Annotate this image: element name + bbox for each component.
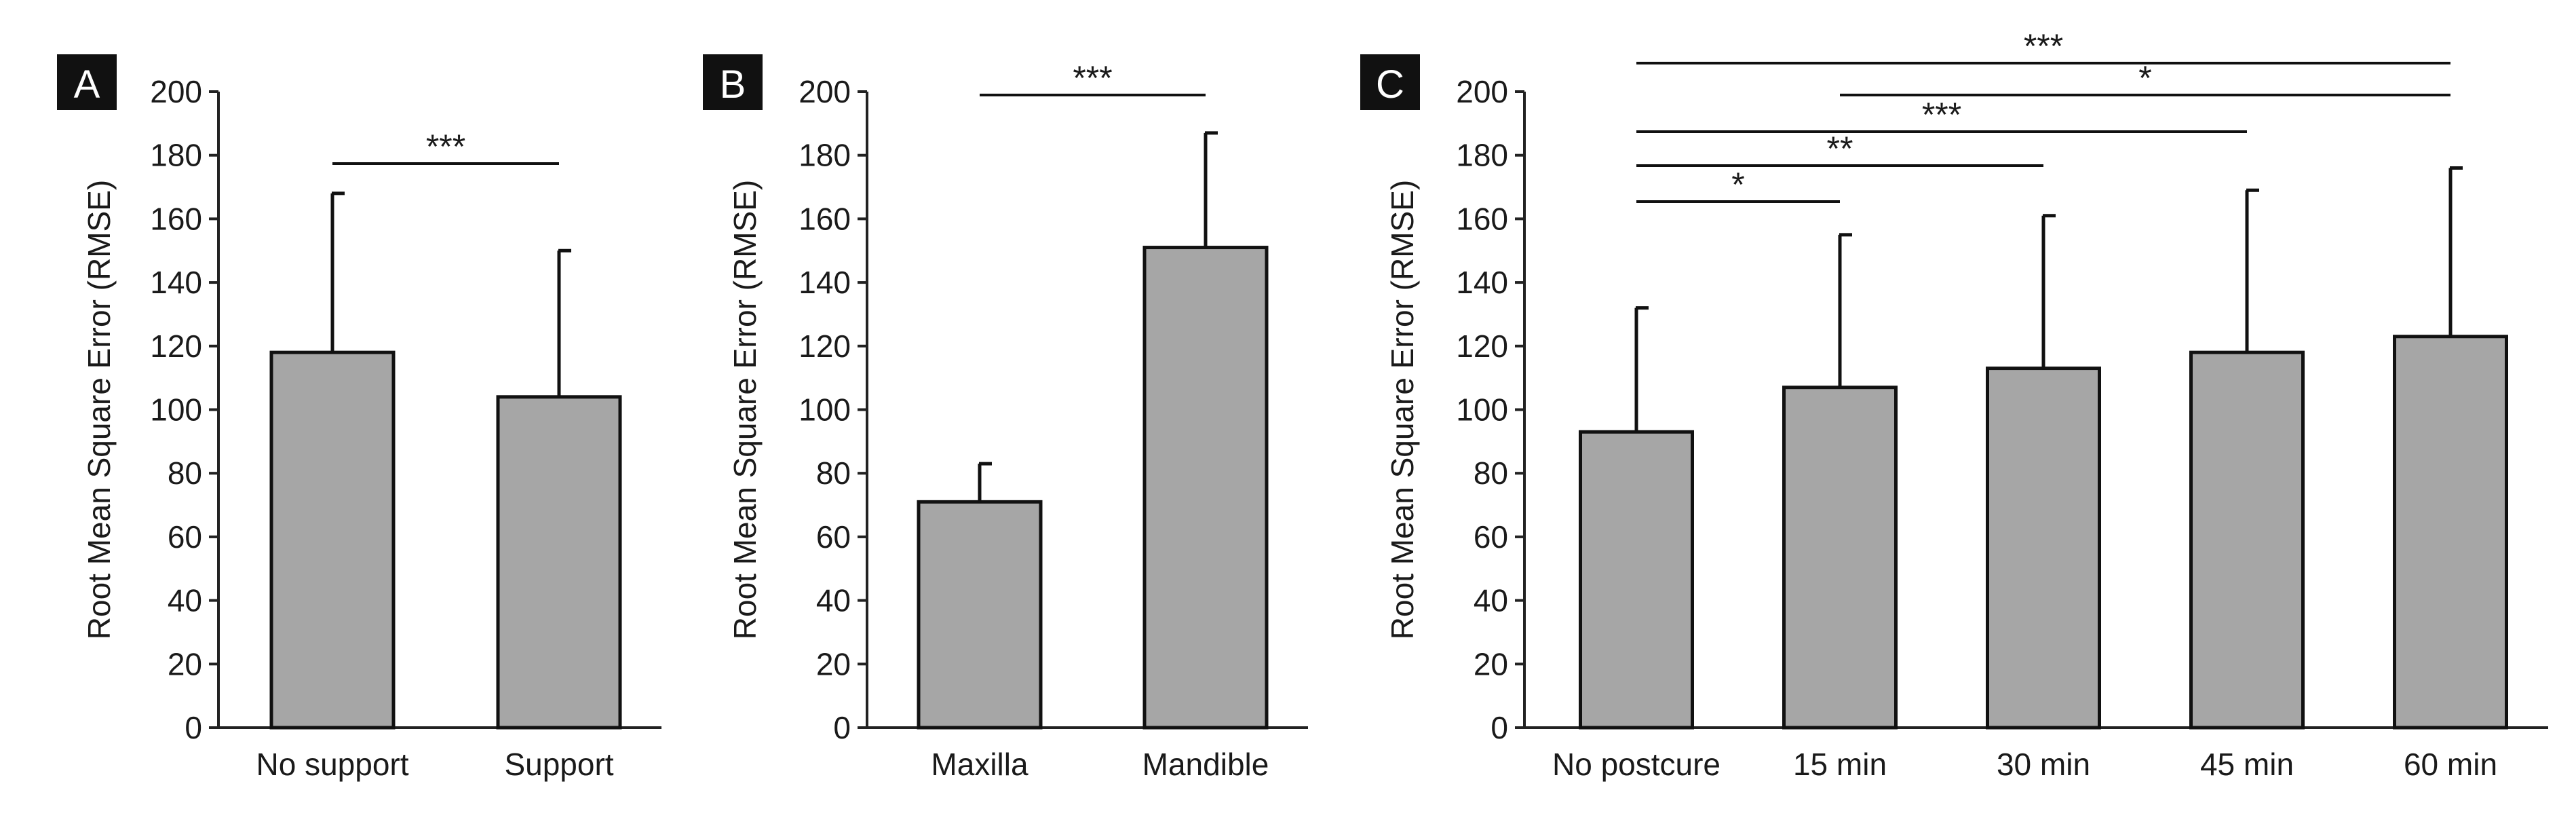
y-tick-label: 120 [150, 329, 202, 364]
panel-letter: A [74, 62, 100, 107]
bar [917, 500, 1043, 730]
y-axis-title: Root Mean Square Error (RMSE) [1385, 180, 1420, 639]
y-tick-label: 200 [799, 74, 851, 109]
category-label: 45 min [2200, 747, 2294, 782]
panel-letter-box [1360, 54, 1420, 110]
y-tick-label: 180 [799, 138, 851, 173]
bar [1579, 430, 1694, 730]
bar [1142, 246, 1269, 730]
significance-label: * [1731, 166, 1744, 204]
panel-c: C Root Mean Square Error (RMSE) 0 20 40 60 80 1… [1360, 27, 2548, 782]
panel-letter-badge: B [703, 54, 763, 110]
bar [496, 395, 622, 730]
y-tick-label: 140 [1456, 265, 1508, 300]
category-label: 60 min [2404, 747, 2497, 782]
y-tick-label: 180 [150, 138, 202, 173]
y-tick-label: 40 [1474, 583, 1508, 618]
y-tick-label: 100 [799, 392, 851, 428]
y-tick-label: 140 [799, 265, 851, 300]
significance-label: ** [1827, 130, 1853, 168]
significance-label: * [2138, 59, 2151, 97]
y-tick-label: 200 [150, 74, 202, 109]
category-label: Maxilla [931, 747, 1029, 782]
category-label: 30 min [1997, 747, 2090, 782]
category-label: No support [256, 747, 408, 782]
bar [2189, 350, 2305, 730]
panel-letter: B [720, 62, 746, 107]
y-axis-title: Root Mean Square Error (RMSE) [81, 180, 117, 639]
bar [2393, 335, 2508, 730]
panel-letter-badge: A [57, 54, 117, 110]
y-tick-label: 100 [1456, 392, 1508, 428]
y-tick-label: 80 [816, 455, 851, 491]
y-tick-label: 60 [1474, 519, 1508, 555]
category-label: No postcure [1552, 747, 1720, 782]
category-label: 15 min [1793, 747, 1887, 782]
y-tick-label: 60 [816, 519, 851, 555]
y-tick-label: 20 [168, 646, 202, 681]
y-tick-label: 120 [799, 329, 851, 364]
y-tick-label: 200 [1456, 74, 1508, 109]
y-tick-label: 0 [185, 710, 202, 745]
bar [1782, 386, 1898, 730]
bar [269, 350, 396, 730]
y-tick-label: 60 [168, 519, 202, 555]
significance-label: *** [2024, 27, 2063, 65]
significance-label: *** [1073, 59, 1112, 97]
y-tick-label: 0 [1491, 710, 1508, 745]
y-tick-label: 120 [1456, 329, 1508, 364]
y-tick-label: 80 [1474, 455, 1508, 491]
y-tick-label: 100 [150, 392, 202, 428]
panel-b: B Root Mean Square Error (RMSE) 0 20 40 60 80 1… [703, 54, 1308, 782]
y-tick-label: 160 [1456, 201, 1508, 236]
y-tick-label: 20 [1474, 646, 1508, 681]
panel-letter-box [703, 54, 763, 110]
panel-letter: C [1376, 62, 1404, 107]
y-tick-label: 160 [150, 201, 202, 236]
bar [1986, 367, 2101, 730]
y-tick-label: 140 [150, 265, 202, 300]
significance-label: *** [1922, 96, 1961, 134]
significance-label: *** [426, 128, 465, 166]
y-tick-label: 0 [833, 710, 851, 745]
category-label: Mandible [1142, 747, 1269, 782]
y-tick-label: 40 [816, 583, 851, 618]
y-tick-label: 180 [1456, 138, 1508, 173]
panel-letter-badge: C [1360, 54, 1420, 110]
panel-a: A Root Mean Square Error (RMSE) 0 20 40 60 80 1… [57, 54, 661, 782]
y-tick-label: 40 [168, 583, 202, 618]
panel-letter-box [57, 54, 117, 110]
y-tick-label: 20 [816, 646, 851, 681]
category-label: Support [504, 747, 613, 782]
y-tick-label: 80 [168, 455, 202, 491]
y-axis-title: Root Mean Square Error (RMSE) [727, 180, 763, 639]
y-tick-label: 160 [799, 201, 851, 236]
